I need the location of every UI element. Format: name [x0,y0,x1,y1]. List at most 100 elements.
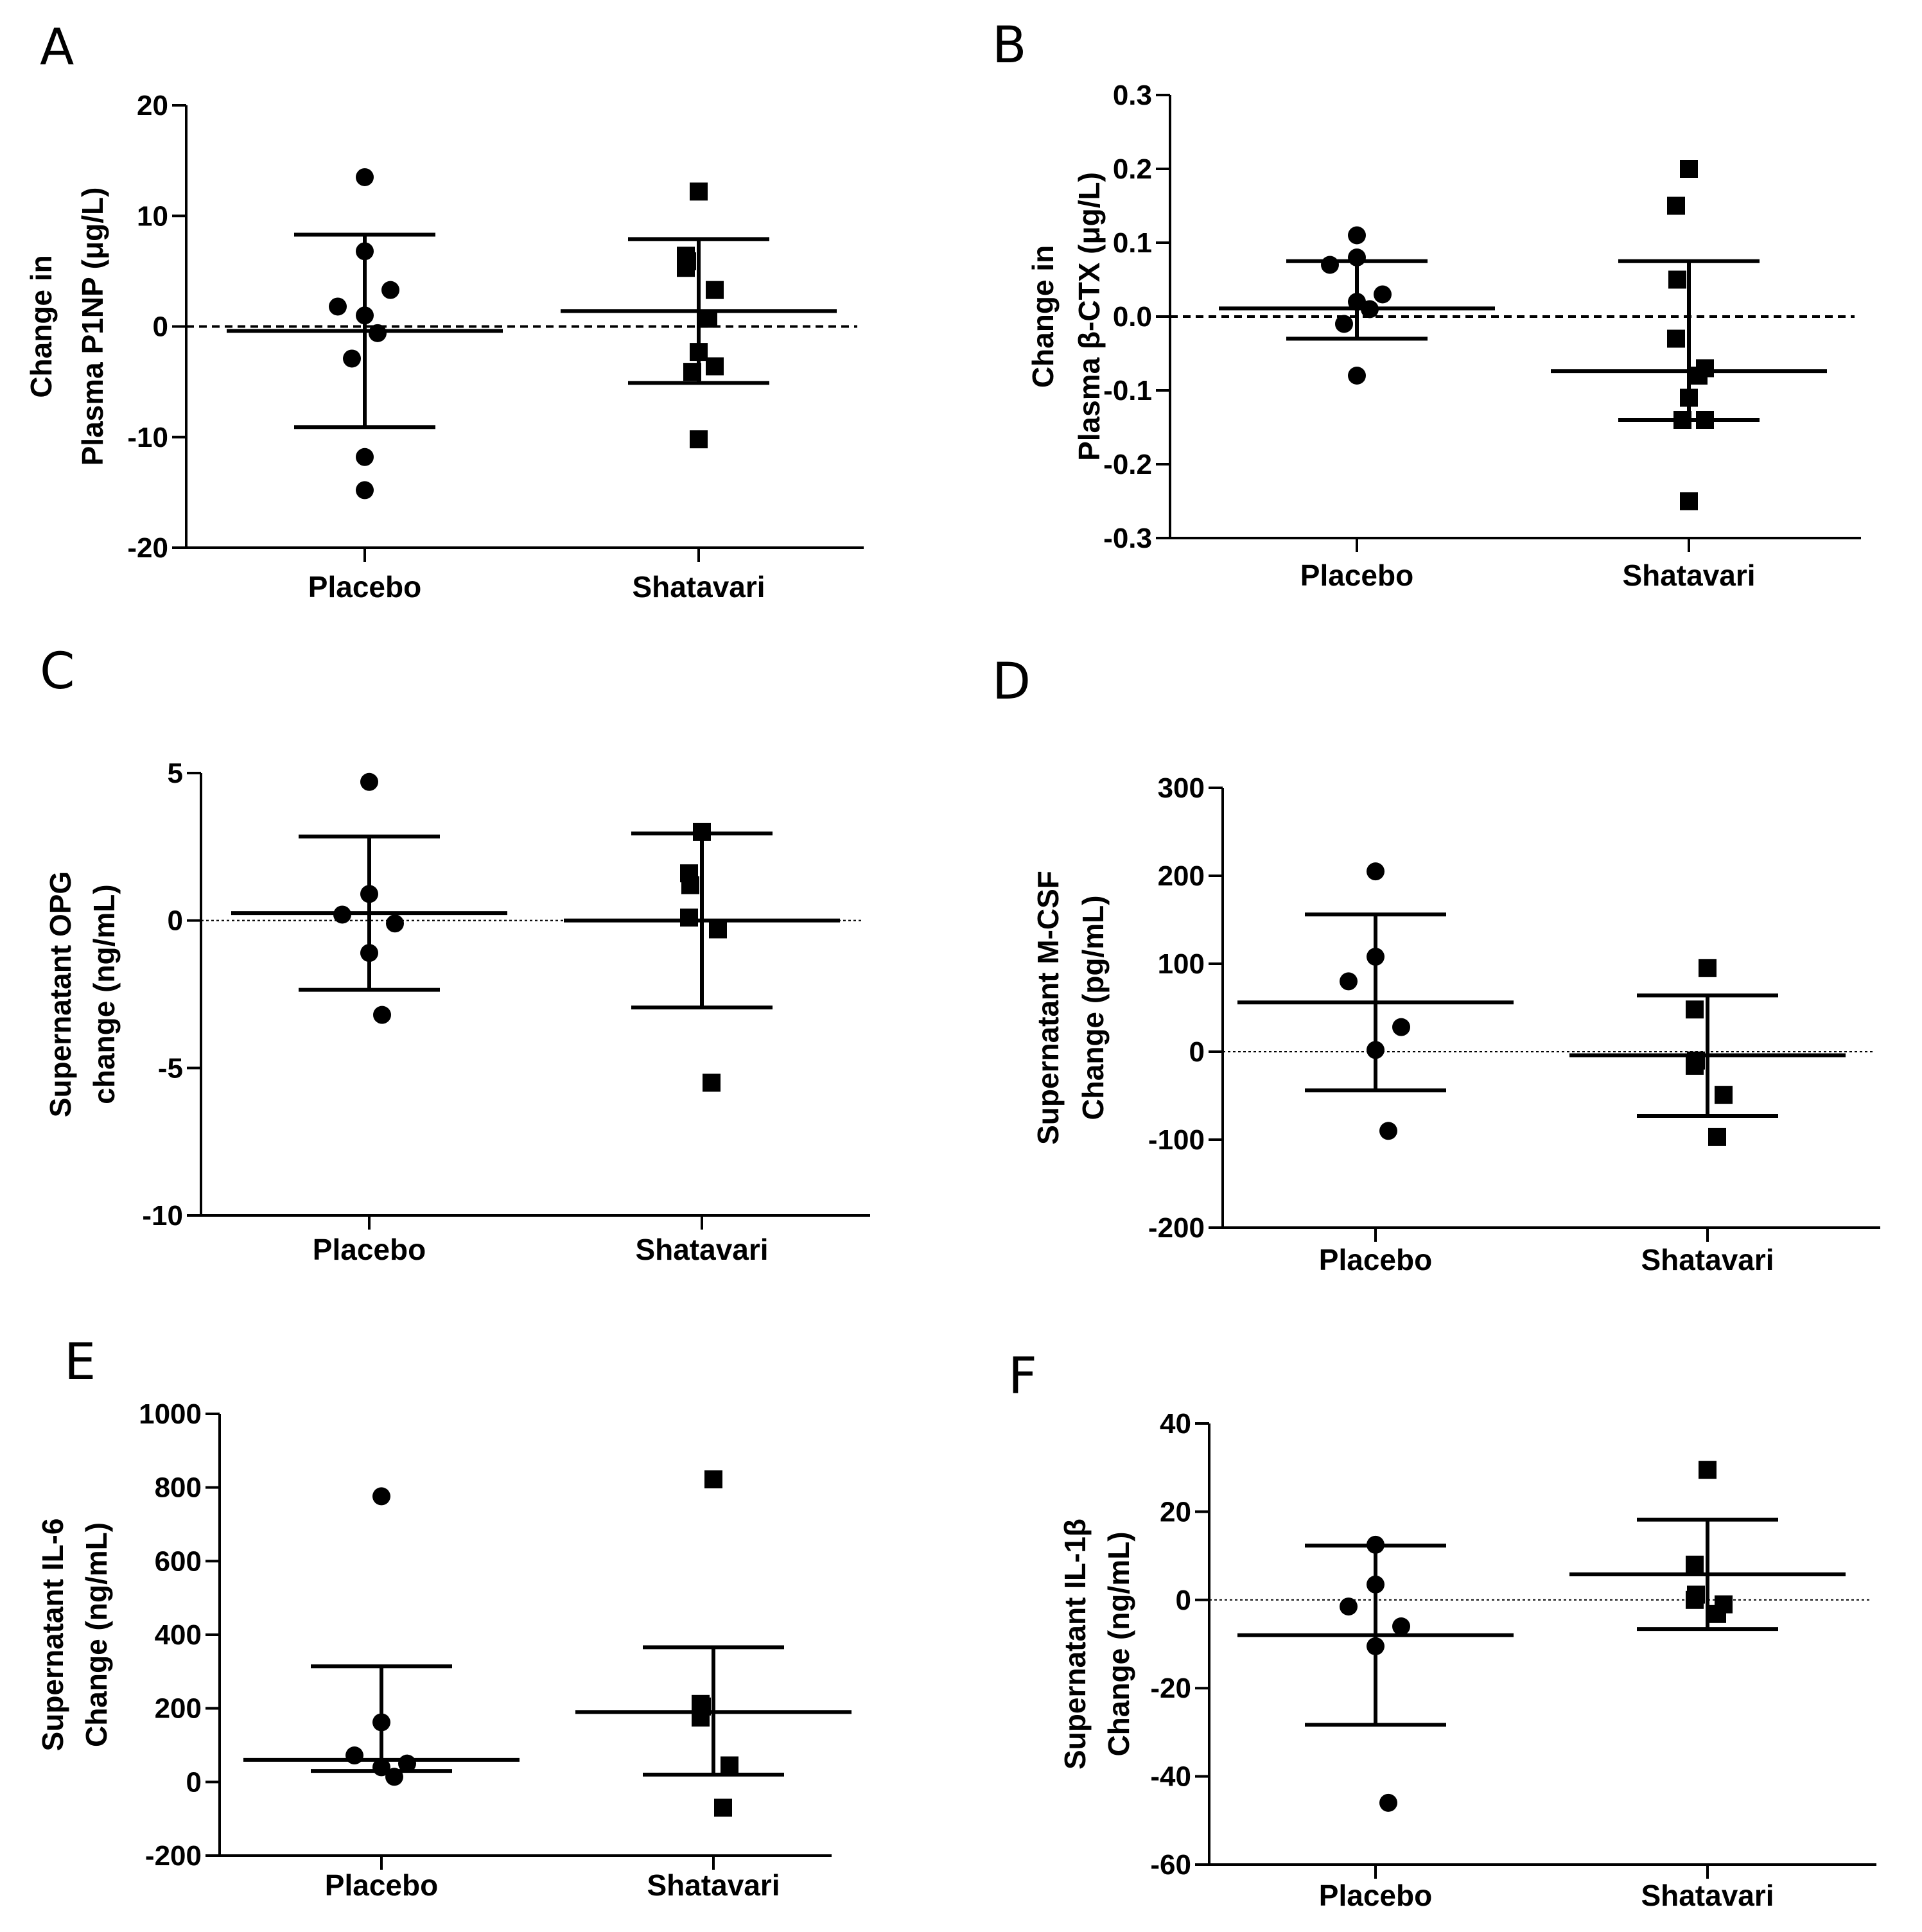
y-axis-label-line-2: Change (ng/mL) [1102,1531,1135,1756]
data-point-square [690,430,708,449]
data-point-square [706,357,724,376]
x-tick-label-placebo: Placebo [1300,559,1413,592]
data-point-circle [1348,367,1366,385]
y-tick-label: -10 [142,1200,183,1231]
data-point-square [709,920,727,939]
y-axis-label-line-1: Supernatant M-CSF [1031,871,1065,1145]
data-point-square [677,259,695,277]
series-placebo [231,772,507,1024]
data-point-circle [1340,1597,1358,1616]
data-point-square [680,909,698,927]
data-point-circle [360,944,378,962]
data-point-circle [1367,1041,1385,1059]
x-tick-label-placebo: Placebo [1319,1879,1432,1912]
data-point-circle [1340,972,1358,991]
panel-letter: D [992,653,1031,711]
y-tick-label: -40 [1150,1761,1191,1793]
y-tick-label: 0 [186,1766,202,1798]
data-point-circle [356,168,374,186]
data-point-square [714,1798,732,1817]
panel-c: C Supernatant OPG change (ng/mL) -10 -5 0 5 Pla… [40,643,870,1266]
y-tick-label: -200 [145,1840,202,1872]
y-tick-label: 0 [1189,1036,1205,1068]
x-tick-label-shatavari: Shatavari [647,1868,780,1902]
data-point-circle [1367,948,1385,966]
data-point-square [1680,160,1698,178]
y-tick-label: -0.3 [1103,523,1152,554]
data-point-square [699,309,717,328]
data-point-square [1667,196,1685,215]
series-placebo [1237,862,1514,1140]
data-point-square [1699,959,1717,977]
data-point-square [1668,270,1686,289]
data-point-square [690,182,708,201]
series-shatavari [561,182,837,449]
y-tick-label: 40 [1160,1408,1191,1440]
y-tick-label: -200 [1148,1212,1205,1244]
y-tick-label: 0 [168,905,183,937]
data-point-square [683,363,701,381]
y-axis-label-line-1: Change in [1026,245,1060,388]
data-point-circle [360,772,378,791]
x-tick-label-shatavari: Shatavari [635,1233,768,1266]
y-tick-label: -20 [1150,1673,1191,1704]
panel-letter: B [992,17,1027,74]
panel-a: A Change in Plasma P1NP (μg/L) -20 -10 0 10 20 P… [24,19,864,604]
data-point-circle [1367,1637,1385,1655]
data-point-circle [1379,1793,1397,1812]
panel-b: B Change in Plasma β-CTX (μg/L) -0.3 -0.2 -0.… [992,17,1861,592]
series-placebo [227,168,503,500]
data-point-square [1680,492,1698,510]
y-tick-label: 1000 [139,1398,202,1430]
data-point-circle [1348,248,1366,266]
data-point-square [1696,411,1714,429]
y-tick-label: 800 [155,1472,202,1504]
data-point-circle [1379,1122,1397,1140]
y-tick-label: -60 [1150,1849,1191,1881]
data-point-circle [1335,315,1353,333]
y-tick-label: 600 [155,1545,202,1577]
y-tick-label: 200 [1158,860,1205,892]
data-point-circle [398,1754,416,1773]
y-axis-label-line-2: Plasma P1NP (μg/L) [76,187,109,466]
data-point-square [1708,1127,1726,1146]
data-point-square [703,1074,721,1092]
series-shatavari [1569,959,1846,1146]
data-point-circle [372,1713,390,1732]
y-tick-label: 0.0 [1113,301,1152,333]
data-point-circle [1367,1535,1385,1554]
data-point-circle [329,297,347,316]
data-point-square [706,281,724,299]
y-axis-label-line-1: Change in [24,255,58,397]
y-tick-label: -0.2 [1103,449,1152,480]
y-tick-label: 10 [137,200,168,232]
x-tick-label-shatavari: Shatavari [1641,1243,1774,1276]
series-placebo [1219,226,1495,385]
series-shatavari [1551,160,1827,510]
data-point-square [681,876,699,894]
data-point-square [1690,367,1708,385]
data-point-circle [343,349,361,368]
y-axis-label-line-1: Supernatant IL-6 [36,1519,69,1752]
data-point-circle [385,1768,403,1786]
data-point-circle [1374,285,1392,304]
series-shatavari [1569,1461,1846,1632]
y-tick-label: 300 [1158,772,1205,804]
y-tick-label: -0.1 [1103,375,1152,406]
data-point-circle [356,448,374,466]
x-tick-label-placebo: Placebo [313,1233,426,1266]
data-point-circle [372,1487,390,1506]
y-tick-label: -5 [158,1052,183,1084]
panel-f: F Supernatant IL-1β Change (ng/mL) -60 -40 -2… [1008,1348,1876,1912]
y-tick-label: -100 [1148,1124,1205,1156]
series-placebo [243,1487,520,1786]
y-tick-label: 0 [153,311,168,343]
y-axis-label-line-1: Supernatant OPG [44,871,77,1117]
panel-letter: A [40,19,74,76]
panel-letter: F [1008,1348,1037,1405]
y-axis-label-line-1: Supernatant IL-1β [1058,1519,1092,1770]
data-point-circle [1321,256,1339,274]
data-point-circle [381,281,399,299]
series-shatavari [564,822,840,1092]
y-tick-label: 0.1 [1113,227,1152,259]
